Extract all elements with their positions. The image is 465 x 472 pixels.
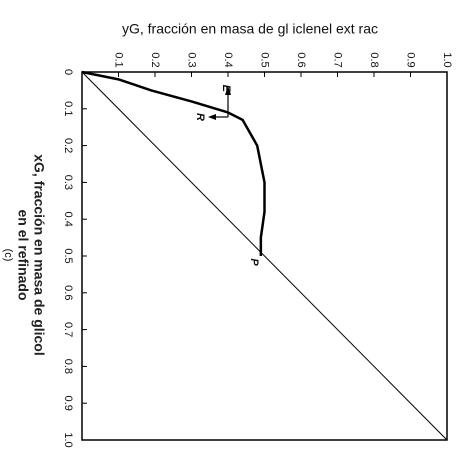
y-axis-title: xG, fracción en masa de glicol (31, 154, 47, 356)
annotation: E (220, 85, 232, 93)
y-axis-title: (c) (2, 249, 14, 262)
x-tick-label: 0.6 (295, 52, 307, 67)
y-tick-label: 0.5 (62, 248, 74, 263)
y-axis-title: en el refinado (15, 209, 31, 300)
arrow-head (225, 86, 231, 95)
x-tick-label: 0.4 (222, 52, 234, 67)
y-tick-label: 0.3 (62, 175, 74, 190)
x-tick-label: 0.1 (113, 52, 125, 67)
x-tick-label: 0.3 (186, 52, 198, 67)
y-tick-label: 1.0 (62, 432, 74, 447)
y-tick-label: 0.9 (62, 396, 74, 411)
annotation: R (194, 113, 206, 121)
x-tick-label: 0.9 (405, 52, 417, 67)
line (81, 70, 266, 256)
x-tick-label: 0.5 (259, 52, 271, 67)
x-axis-title: yG, fracción en masa de gl iclenel ext r… (122, 21, 378, 37)
y-tick-label: 0.8 (62, 359, 74, 374)
arrow-head (208, 114, 216, 120)
x-tick-label: 0.8 (368, 52, 380, 67)
line (81, 71, 448, 441)
x-tick-label: 1.0 (441, 52, 453, 67)
y-tick-label: 0.2 (62, 138, 74, 153)
y-tick-label: 0.4 (62, 212, 74, 227)
y-tick-label: 0 (62, 69, 74, 75)
y-tick-label: 0.6 (62, 285, 74, 300)
annotation: P (248, 258, 260, 266)
y-tick-label: 0.1 (62, 101, 74, 116)
y-tick-label: 0.7 (62, 322, 74, 337)
x-tick-label: 0.7 (332, 52, 344, 67)
x-tick-label: 0.2 (149, 52, 161, 67)
